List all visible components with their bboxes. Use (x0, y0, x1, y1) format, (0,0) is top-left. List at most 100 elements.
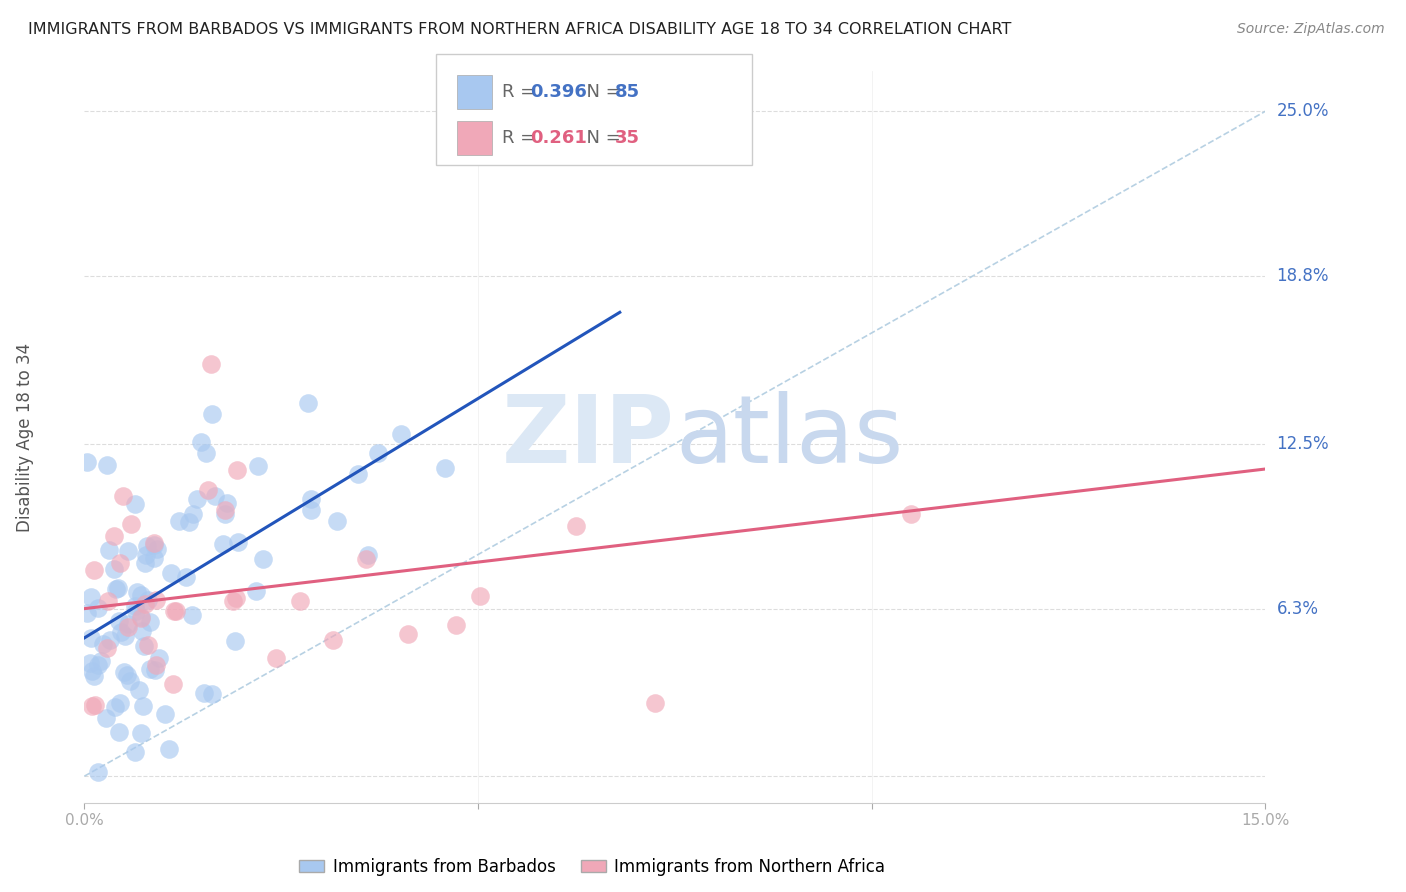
Point (225, 463, 247, 477)
Text: IMMIGRANTS FROM BARBADOS VS IMMIGRANTS FROM NORTHERN AFRICA DISABILITY AGE 18 TO: IMMIGRANTS FROM BARBADOS VS IMMIGRANTS F… (28, 22, 1011, 37)
Point (117, 616, 139, 631)
Point (347, 467, 370, 482)
Text: N =: N = (575, 83, 627, 101)
Point (565, 518, 588, 533)
Point (110, 624, 132, 639)
Point (125, 604, 148, 618)
Point (96, 641, 118, 656)
Point (252, 551, 274, 566)
Point (177, 515, 200, 529)
Text: R =: R = (502, 83, 541, 101)
Point (117, 620, 139, 634)
Point (105, 582, 128, 597)
Point (143, 663, 166, 677)
Point (143, 535, 166, 549)
Point (148, 651, 170, 665)
Text: 35: 35 (614, 129, 640, 147)
Point (110, 557, 132, 571)
Point (162, 677, 184, 691)
Point (84, 698, 107, 712)
Point (83, 562, 105, 576)
Point (136, 539, 159, 553)
Point (211, 537, 233, 551)
Point (160, 566, 183, 581)
Point (222, 594, 245, 608)
Point (134, 557, 156, 571)
Point (90, 654, 112, 668)
Point (131, 726, 153, 740)
Point (145, 658, 167, 673)
Point (132, 639, 155, 653)
Point (124, 599, 146, 613)
Point (299, 492, 322, 507)
Point (301, 503, 323, 517)
Point (120, 517, 142, 532)
Point (356, 548, 378, 562)
Point (132, 698, 155, 713)
Point (193, 686, 215, 700)
Point (396, 627, 419, 641)
Point (87, 600, 110, 615)
Point (225, 591, 247, 605)
Point (80, 631, 103, 645)
Point (136, 638, 159, 652)
Point (104, 700, 127, 714)
Point (107, 581, 129, 595)
Point (96, 458, 118, 472)
Text: 0.261: 0.261 (530, 129, 586, 147)
Point (76, 607, 98, 621)
Point (217, 496, 239, 510)
Point (87, 658, 110, 673)
Point (124, 745, 146, 759)
Point (143, 538, 166, 552)
Point (201, 687, 224, 701)
Text: 18.8%: 18.8% (1277, 268, 1329, 285)
Point (444, 618, 467, 632)
Point (76, 454, 98, 468)
Text: R =: R = (502, 129, 541, 147)
Point (224, 633, 246, 648)
Text: 6.3%: 6.3% (1277, 599, 1319, 617)
Point (112, 489, 135, 503)
Point (136, 593, 159, 607)
Point (181, 507, 204, 521)
Text: Disability Age 18 to 34: Disability Age 18 to 34 (17, 343, 34, 532)
Point (174, 570, 197, 584)
Point (108, 696, 131, 710)
Legend: Immigrants from Barbados, Immigrants from Northern Africa: Immigrants from Barbados, Immigrants fro… (292, 851, 891, 882)
Point (139, 662, 162, 676)
Point (143, 551, 166, 566)
Point (266, 651, 288, 665)
Point (114, 629, 136, 643)
Point (433, 460, 456, 475)
Point (117, 544, 139, 558)
Point (900, 508, 922, 522)
Point (389, 426, 412, 441)
Point (245, 584, 267, 599)
Point (162, 604, 184, 618)
Text: 12.5%: 12.5% (1277, 434, 1329, 453)
Text: atlas: atlas (675, 391, 903, 483)
Text: N =: N = (575, 129, 627, 147)
Point (200, 357, 222, 371)
Point (103, 562, 125, 576)
Point (644, 696, 666, 710)
Point (354, 552, 377, 566)
Point (83, 669, 105, 683)
Point (190, 435, 212, 450)
Point (103, 529, 125, 543)
Point (468, 589, 491, 603)
Point (86, 764, 108, 779)
Text: 25.0%: 25.0% (1277, 103, 1329, 120)
Point (180, 607, 202, 622)
Point (108, 614, 131, 628)
Point (135, 548, 157, 562)
Point (112, 665, 135, 680)
Point (145, 593, 167, 607)
Point (117, 667, 139, 681)
Point (226, 535, 249, 549)
Point (80, 591, 103, 605)
Point (197, 483, 219, 497)
Point (367, 446, 389, 460)
Point (82, 698, 104, 713)
